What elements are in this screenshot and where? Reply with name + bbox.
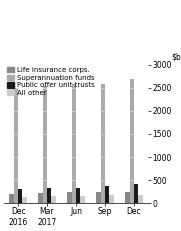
Bar <box>80 196 85 203</box>
Bar <box>14 88 18 203</box>
Legend: Life insurance corps., Superannuation funds, Public offer unit trusts, All other: Life insurance corps., Superannuation fu… <box>7 67 94 96</box>
Bar <box>101 84 105 203</box>
Bar <box>109 195 114 203</box>
Bar <box>138 195 143 203</box>
Bar <box>22 197 27 203</box>
Bar <box>105 186 109 203</box>
Bar <box>134 184 138 203</box>
Bar <box>72 84 76 203</box>
Bar <box>125 192 130 203</box>
Bar <box>76 188 80 203</box>
Bar <box>9 194 14 203</box>
Bar <box>38 193 43 203</box>
Bar <box>130 79 134 203</box>
Y-axis label: $b: $b <box>171 53 181 62</box>
Bar <box>47 188 51 203</box>
Bar <box>96 192 101 203</box>
Bar <box>18 189 22 203</box>
Bar <box>43 86 47 203</box>
Bar <box>67 192 72 203</box>
Bar <box>51 196 56 203</box>
